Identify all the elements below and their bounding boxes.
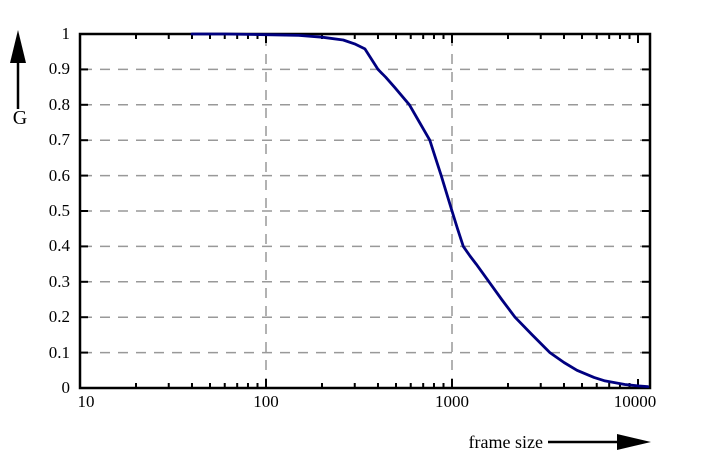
y-tick-label: 0.7 bbox=[48, 130, 70, 149]
y-tick-label: 0.5 bbox=[48, 201, 70, 220]
y-tick-label: 0.3 bbox=[48, 272, 70, 291]
x-tick-label: 10000 bbox=[613, 392, 657, 411]
y-axis-arrow bbox=[10, 30, 26, 109]
x-tick-label: 10 bbox=[77, 392, 95, 411]
y-tick-label: 0.8 bbox=[48, 95, 70, 114]
x-tick-label: 100 bbox=[253, 392, 279, 411]
y-tick-label: 0.1 bbox=[48, 343, 70, 362]
x-axis-arrow bbox=[548, 434, 651, 450]
y-tick-label: 0.2 bbox=[48, 307, 70, 326]
y-tick-label: 0.4 bbox=[48, 236, 70, 255]
plot-border bbox=[78, 32, 652, 390]
y-tick-label: 0.9 bbox=[48, 59, 70, 78]
data-curve bbox=[190, 32, 650, 388]
y-tick-label: 0.6 bbox=[48, 166, 70, 185]
y-axis-title: G bbox=[12, 107, 28, 129]
y-tick-label: 1 bbox=[61, 24, 71, 43]
y-tick-label: 0 bbox=[61, 378, 71, 397]
x-tick-label: 1000 bbox=[435, 392, 469, 411]
x-axis-title: frame size bbox=[468, 432, 543, 452]
